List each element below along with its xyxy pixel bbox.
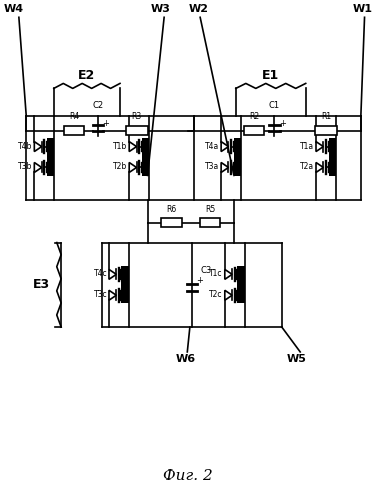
Polygon shape [129,142,136,152]
Text: W5: W5 [287,354,306,364]
Bar [315,126,337,135]
Polygon shape [34,162,42,172]
Text: T3c: T3c [94,290,107,299]
Polygon shape [221,162,229,172]
Text: W2: W2 [189,4,209,14]
Text: T3b: T3b [18,162,32,172]
Text: +: + [196,276,203,285]
Bar [233,138,241,175]
Text: T2c: T2c [209,290,223,299]
Text: R3: R3 [132,112,142,120]
Text: W4: W4 [3,4,23,14]
Bar [126,126,148,135]
Text: T1c: T1c [209,270,223,278]
Polygon shape [109,290,116,300]
Bar [142,138,149,175]
Text: C3: C3 [201,266,212,275]
Text: T1a: T1a [300,142,314,150]
Bar [121,266,129,304]
Polygon shape [34,142,42,152]
Text: R1: R1 [321,112,331,120]
Text: +: + [279,118,286,128]
Text: T2b: T2b [113,162,127,172]
Bar [329,138,336,175]
Text: W1: W1 [353,4,373,14]
Bar [161,218,182,227]
Text: R4: R4 [69,112,79,120]
Bar [237,266,245,304]
Text: W6: W6 [176,354,196,364]
Bar [64,126,84,135]
Text: E2: E2 [78,70,96,82]
Text: Фиг. 2: Фиг. 2 [163,469,213,483]
Text: C1: C1 [269,101,280,110]
Text: C2: C2 [92,101,103,110]
Polygon shape [225,270,232,280]
Text: T4a: T4a [205,142,219,150]
Polygon shape [225,290,232,300]
Text: T4c: T4c [94,270,107,278]
Text: R6: R6 [166,204,177,214]
Polygon shape [221,142,229,152]
Text: R5: R5 [205,204,215,214]
Polygon shape [109,270,116,280]
Polygon shape [316,142,323,152]
Text: T3a: T3a [205,162,219,172]
Bar [47,138,54,175]
Text: R2: R2 [249,112,259,120]
Text: E1: E1 [262,70,279,82]
Text: T4b: T4b [18,142,32,150]
Polygon shape [316,162,323,172]
Text: +: + [102,118,109,128]
Bar [244,126,264,135]
Text: T2a: T2a [300,162,314,172]
Text: E3: E3 [32,278,50,291]
Text: T1b: T1b [113,142,127,150]
Text: W3: W3 [150,4,170,14]
Polygon shape [129,162,136,172]
Bar [200,218,220,227]
